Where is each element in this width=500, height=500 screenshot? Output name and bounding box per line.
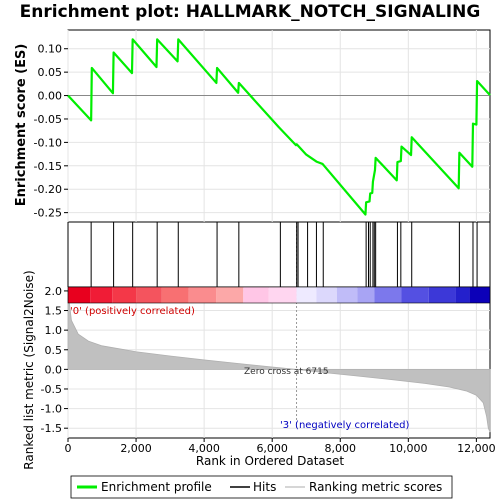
color-bar-segment — [112, 287, 137, 303]
color-bar-segment — [268, 287, 297, 303]
es-y-tick-label: -0.25 — [34, 207, 62, 220]
color-bar-segment — [68, 287, 91, 303]
x-tick-label: 12,000 — [457, 442, 496, 455]
metric-y-axis-ticks: 2.0 1.5 1.0 0.5 0.0 -0.5 -1.0 -1.5 — [41, 285, 68, 435]
es-gridlines — [67, 30, 490, 222]
metric-y-tick-label: 2.0 — [45, 285, 63, 298]
es-y-axis-ticks: 0.10 0.05 0.00 -0.05 -0.10 -0.15 -0.20 -0.25 — [34, 43, 68, 220]
x-tick-label: 8,000 — [325, 442, 357, 455]
metric-y-axis-label: Ranked list metric (Signal2Noise) — [22, 270, 36, 469]
metric-y-tick-label: 1.0 — [45, 324, 63, 337]
es-y-tick-label: -0.10 — [34, 136, 62, 149]
legend: Enrichment profile Hits Ranking metric s… — [70, 475, 453, 499]
x-tick-label: 2,000 — [120, 442, 152, 455]
color-bar-segment — [296, 287, 317, 303]
color-bar-segment — [428, 287, 456, 303]
legend-es-label: Enrichment profile — [101, 480, 212, 494]
positive-correlation-label: '0' (positively correlated) — [70, 306, 195, 317]
color-bar-segment — [401, 287, 429, 303]
enrichment-profile-line — [67, 38, 491, 216]
metric-y-tick-label: 0.5 — [45, 344, 63, 357]
zero-cross-label: Zero cross at 6715 — [244, 367, 329, 377]
gene-hits — [90, 222, 478, 287]
x-tick-label: 6,000 — [256, 442, 288, 455]
x-axis-label: Rank in Ordered Dataset — [196, 454, 344, 468]
x-tick-label: 10,000 — [389, 442, 428, 455]
color-bar-segment — [136, 287, 162, 303]
color-bar-segment — [336, 287, 358, 303]
ranking-metric-fill — [67, 290, 491, 433]
enrichment-profile — [67, 38, 491, 216]
metric-y-tick-label: -1.5 — [41, 422, 62, 435]
es-y-tick-label: -0.15 — [34, 160, 62, 173]
es-y-tick-label: -0.20 — [34, 183, 62, 196]
color-bar-segment — [188, 287, 217, 303]
negative-correlation-label: '3' (negatively correlated) — [280, 420, 409, 431]
es-y-tick-label: 0.05 — [38, 66, 63, 79]
chart-title: Enrichment plot: HALLMARK_NOTCH_SIGNALIN… — [20, 2, 481, 22]
color-bar-segment — [374, 287, 402, 303]
color-bar-segment — [455, 287, 470, 303]
color-bar-segment — [161, 287, 189, 303]
metric-gridlines — [67, 287, 490, 438]
es-y-axis-label: Enrichment score (ES) — [14, 44, 29, 207]
color-bar-segment — [90, 287, 113, 303]
metric-y-tick-label: 0.0 — [45, 363, 63, 376]
color-bar-segment — [357, 287, 375, 303]
es-y-tick-label: 0.10 — [38, 43, 63, 56]
legend-box — [70, 475, 453, 499]
color-bar-segment — [243, 287, 269, 303]
color-bar-outline — [67, 286, 491, 304]
color-bar-segment — [216, 287, 244, 303]
ranking-metric-area — [67, 222, 491, 433]
correlation-color-bar — [67, 286, 491, 304]
legend-metric-label: Ranking metric scores — [309, 480, 442, 494]
x-tick-label: 4,000 — [188, 442, 220, 455]
x-axis-ticks: 0 2,000 4,000 6,000 8,000 10,000 12,000 — [65, 438, 496, 455]
color-bar-segment — [316, 287, 337, 303]
legend-hits-label: Hits — [253, 480, 276, 494]
metric-y-tick-label: 1.5 — [45, 305, 63, 318]
es-y-tick-label: 0.00 — [38, 90, 63, 103]
x-tick-label: 0 — [65, 442, 72, 455]
metric-y-tick-label: -0.5 — [41, 383, 62, 396]
es-y-tick-label: -0.05 — [34, 113, 62, 126]
metric-y-tick-label: -1.0 — [41, 403, 62, 416]
color-bar-segment — [469, 287, 490, 303]
